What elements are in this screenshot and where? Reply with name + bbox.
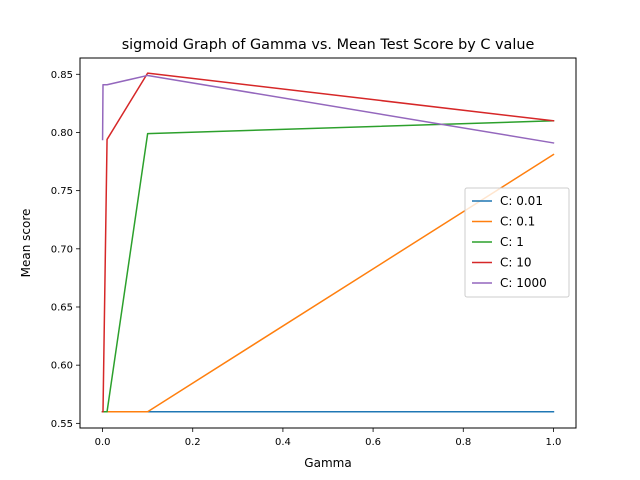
legend-label: C: 0.1 <box>500 215 535 229</box>
legend-label: C: 1000 <box>500 276 547 290</box>
chart-title: sigmoid Graph of Gamma vs. Mean Test Sco… <box>122 37 535 53</box>
x-tick-label: 0.4 <box>275 437 291 448</box>
y-tick-label: 0.85 <box>51 70 73 81</box>
x-axis-label: Gamma <box>304 456 351 470</box>
y-tick-label: 0.65 <box>51 302 73 313</box>
legend-label: C: 0.01 <box>500 194 543 208</box>
x-tick-label: 0.2 <box>185 437 201 448</box>
y-tick-label: 0.70 <box>51 244 73 255</box>
plot-frame <box>79 57 577 429</box>
series-layer <box>101 72 555 413</box>
series-line-4 <box>101 72 555 413</box>
legend-items: C: 0.01 C: 0.1 C: 1 C: 10 C: 1000 <box>472 194 547 290</box>
series-line-5 <box>101 74 555 144</box>
y-tick-label: 0.55 <box>51 419 73 430</box>
legend-box <box>464 187 570 298</box>
legend-label: C: 1 <box>500 235 524 249</box>
x-tick-label: 0.6 <box>365 437 381 448</box>
y-tick-label: 0.80 <box>51 128 73 139</box>
y-axis-label: Mean score <box>19 209 33 278</box>
axes-layer: 0.0 0.2 0.4 0.6 0.8 1.0 0.55 0.60 0.65 0.70 0.75 0.… <box>51 70 562 448</box>
legend: C: 0.01 C: 0.1 C: 1 C: 10 C: 1000 <box>464 187 570 298</box>
y-tick-label: 0.75 <box>51 186 73 197</box>
x-tick-label: 1.0 <box>546 437 562 448</box>
legend-label: C: 10 <box>500 256 532 270</box>
x-tick-label: 0.8 <box>455 437 471 448</box>
y-tick-label: 0.60 <box>51 361 73 372</box>
x-tick-label: 0.0 <box>95 437 111 448</box>
